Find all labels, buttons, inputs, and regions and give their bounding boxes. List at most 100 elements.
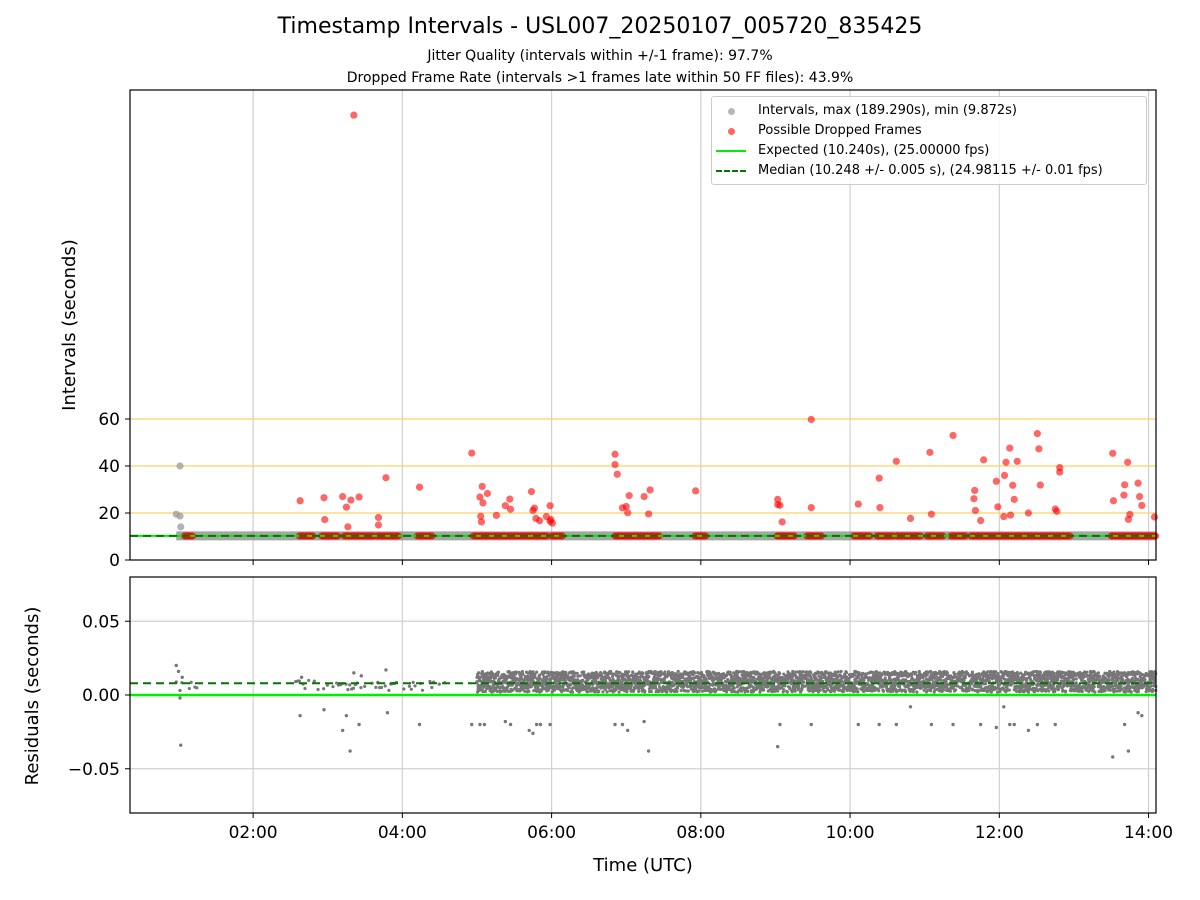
dropped-frame-point [1138, 501, 1146, 510]
residual-point [735, 685, 739, 689]
dropped-frame-point [992, 477, 1000, 485]
residual-point [573, 671, 577, 675]
residual-point [1016, 672, 1021, 676]
residual-point [1009, 683, 1013, 687]
residual-point [626, 728, 630, 733]
residual-point [1044, 689, 1048, 693]
residual-point [430, 685, 434, 690]
residual-point [815, 678, 819, 682]
residual-point [675, 686, 680, 690]
residual-point [739, 689, 744, 693]
residual-point [881, 689, 886, 693]
residual-point [613, 722, 617, 727]
residual-point [1112, 690, 1116, 694]
residual-point [535, 670, 539, 674]
residual-point [856, 690, 860, 694]
residual-point [790, 688, 794, 692]
residual-point [520, 670, 524, 674]
residual-point [739, 670, 744, 674]
residual-point [912, 678, 916, 682]
residual-point [986, 670, 990, 674]
residual-point [1052, 671, 1056, 676]
residual-point [417, 722, 422, 727]
residual-point [638, 679, 643, 683]
x-tick-label: 08:00 [676, 823, 725, 843]
residual-point [532, 688, 536, 693]
residual-point [604, 685, 608, 690]
y-axis-label-residuals: Residuals (seconds) [22, 607, 43, 786]
residual-point [479, 679, 483, 683]
dropped-frame-point [1135, 492, 1144, 501]
residual-point [801, 680, 806, 684]
residual-point [731, 684, 735, 688]
residual-point [614, 687, 618, 692]
dropped-frame-point [492, 511, 500, 519]
residual-point [791, 669, 795, 674]
y-tick-label: −0.05 [68, 760, 120, 780]
residual-point [1126, 749, 1131, 753]
residual-point [1121, 677, 1125, 681]
residual-point [940, 674, 945, 679]
residual-point [1026, 728, 1031, 733]
dropped-frame-point [344, 523, 352, 531]
residual-point [742, 669, 746, 674]
residual-point [1149, 684, 1153, 688]
legend-item-dropped: Possible Dropped Frames [712, 121, 1146, 141]
red-dot-icon [728, 128, 735, 135]
residual-point [970, 670, 975, 674]
residual-point [496, 673, 500, 678]
residual-point [860, 674, 864, 678]
residual-point [855, 687, 859, 691]
residual-point [836, 670, 840, 674]
residual-point [679, 688, 683, 693]
dropped-frame-point [342, 503, 350, 511]
residual-point [1080, 689, 1084, 694]
residual-point [413, 684, 417, 688]
residual-point [363, 684, 367, 688]
residual-point [737, 670, 741, 674]
residual-point [790, 676, 794, 680]
residual-point [348, 749, 352, 753]
residual-point [1143, 678, 1147, 682]
residual-point [840, 679, 844, 683]
y-tick-label: 20 [98, 504, 120, 524]
residual-point [570, 677, 575, 681]
dropped-frame-point [1124, 458, 1132, 466]
residual-point [752, 675, 756, 680]
residual-point [647, 674, 651, 679]
residual-point [582, 670, 586, 674]
dropped-frame-point [546, 502, 554, 510]
dropped-frame-point [1024, 509, 1033, 517]
residual-point [344, 713, 349, 718]
residual-point [531, 670, 535, 674]
dropped-frame-point [548, 519, 556, 527]
residual-point [303, 686, 307, 691]
residual-point [1026, 672, 1030, 676]
residual-point [359, 686, 363, 690]
residual-point [1114, 682, 1118, 686]
residual-point [411, 680, 415, 685]
residual-point [788, 686, 792, 690]
residual-point [776, 689, 780, 693]
residual-plot: −0.05 0.00 0.05 02:00 04:00 06:00 08:00 10:00 12… [68, 576, 1173, 843]
residual-point [637, 689, 641, 693]
residual-point [348, 683, 352, 687]
residual-point [894, 722, 899, 727]
dropped-frame-point [776, 501, 784, 509]
residual-point [1017, 689, 1022, 694]
dropped-frame-point [927, 510, 935, 518]
interval-plot: 0 20 40 60 [98, 89, 1160, 571]
dropped-frame-point [892, 457, 900, 465]
residual-point [872, 685, 877, 689]
residual-point [1122, 722, 1127, 727]
residual-point [746, 689, 750, 693]
residual-point [658, 688, 662, 693]
residual-point [921, 674, 925, 678]
residual-point [548, 722, 552, 727]
y-tick-label: 60 [98, 410, 120, 430]
residual-point [732, 686, 736, 690]
residual-point [999, 678, 1003, 682]
residual-point [718, 687, 723, 692]
residual-point [676, 669, 680, 674]
